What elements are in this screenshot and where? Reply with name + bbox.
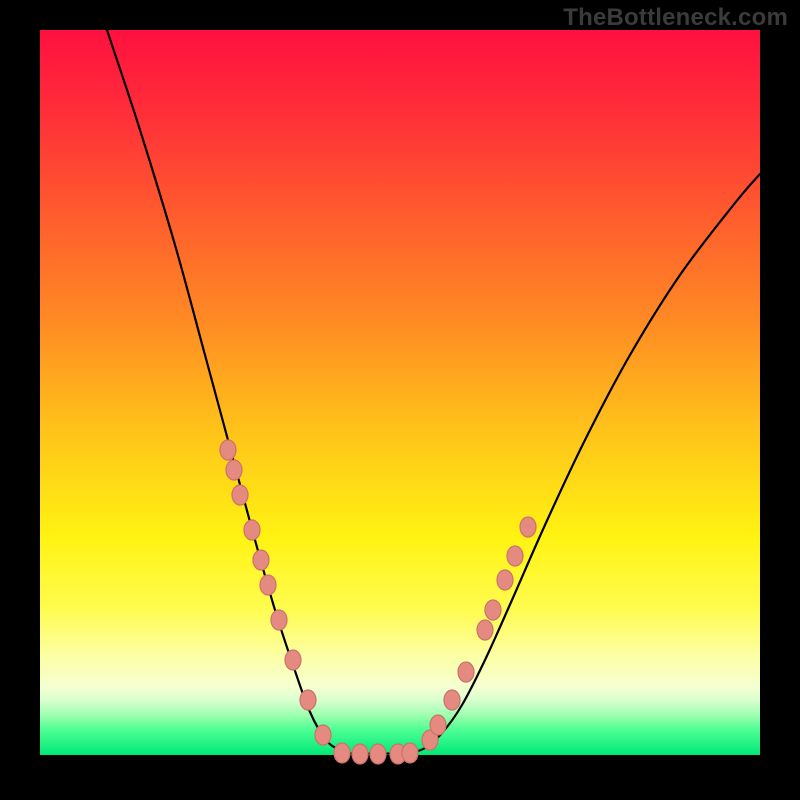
watermark-text: TheBottleneck.com xyxy=(563,4,788,32)
gradient-panel xyxy=(40,30,760,755)
chart-stage: TheBottleneck.com xyxy=(0,0,800,800)
